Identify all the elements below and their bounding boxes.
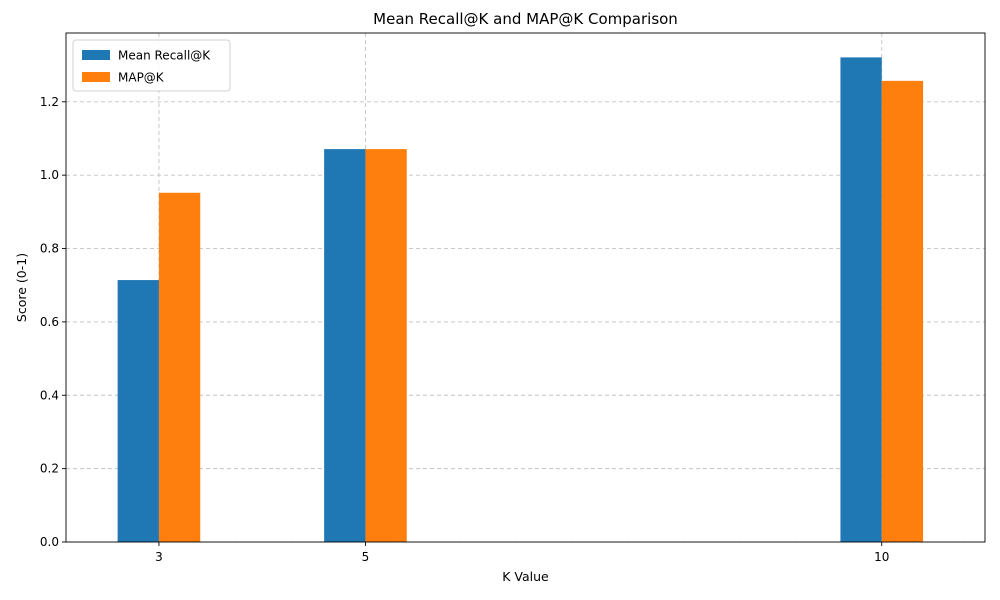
bar-map-k5 — [365, 149, 407, 542]
y-tick-label: 0.4 — [40, 388, 59, 402]
x-axis-label: K Value — [502, 569, 549, 584]
bar-map-k3 — [158, 192, 201, 543]
x-tick-label: 3 — [155, 550, 163, 564]
bar-mean-recall-k10 — [840, 57, 882, 542]
y-axis-label: Score (0-1) — [14, 253, 29, 322]
bar-map-k10 — [881, 80, 924, 543]
y-tick-label: 0.6 — [40, 315, 59, 329]
bar-mean-recall-k5 — [324, 149, 366, 542]
legend-swatch — [82, 72, 110, 82]
y-tick-label: 0.2 — [40, 462, 59, 476]
legend: Mean Recall@K MAP@K — [72, 39, 231, 92]
x-tick-label: 5 — [362, 550, 370, 564]
x-tick-label: 10 — [874, 550, 889, 564]
y-tick-label: 0.0 — [40, 535, 59, 549]
y-tick-label: 0.8 — [40, 242, 59, 256]
legend-label: Mean Recall@K — [118, 49, 211, 63]
bars — [117, 57, 924, 543]
axes-frame — [65, 32, 986, 543]
legend-label: MAP@K — [118, 71, 165, 85]
y-tick-label: 1.2 — [40, 95, 59, 109]
legend-swatch — [82, 50, 110, 60]
ticks: 0.0 0.2 0.4 0.6 0.8 1.0 1.2 3 5 10 — [40, 95, 889, 564]
y-tick-label: 1.0 — [40, 168, 59, 182]
bar-mean-recall-k3 — [117, 280, 159, 542]
legend-box — [72, 39, 231, 92]
chart-title: Mean Recall@K and MAP@K Comparison — [373, 10, 678, 28]
